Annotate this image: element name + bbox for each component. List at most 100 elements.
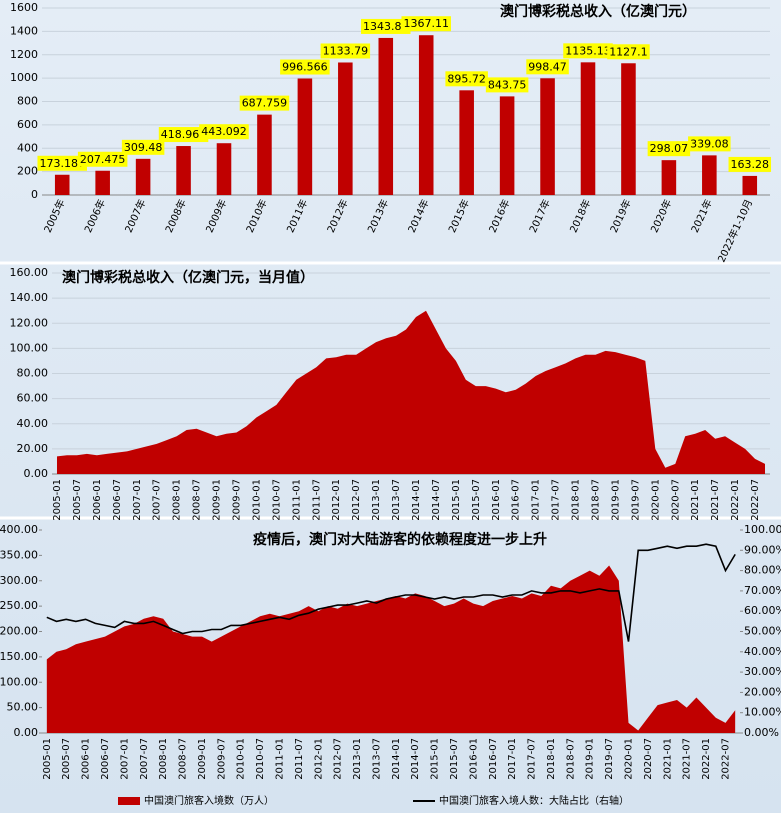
y2-tick-label: 70.00% <box>744 584 781 597</box>
x-tick-label: 2012-07 <box>333 738 344 780</box>
x-tick-label: 2005-07 <box>72 479 83 521</box>
x-tick-label: 2007-01 <box>119 738 130 780</box>
line <box>46 543 736 642</box>
data-label: 1343.81 <box>363 20 409 33</box>
x-tick-label: 2006年 <box>81 197 108 235</box>
x-tick-label: 2020-07 <box>643 738 654 780</box>
x-tick-label: 2005-01 <box>52 479 63 521</box>
bar <box>418 35 434 195</box>
data-label: 173.187 <box>39 157 85 170</box>
bar <box>702 155 717 195</box>
x-tick-label: 2016-01 <box>491 479 502 521</box>
x-tick-label: 2022-07 <box>750 479 761 521</box>
x-tick-label: 2017年 <box>526 197 553 235</box>
x-tick-label: 2007-01 <box>132 479 143 521</box>
x-tick-label: 2015-07 <box>471 479 482 521</box>
y-tick-label: 60.00 <box>17 392 49 405</box>
x-tick-label: 2019年 <box>607 197 634 235</box>
x-tick-label: 2014-07 <box>431 479 442 521</box>
y2-tick-label: 30.00% <box>744 665 781 678</box>
bar <box>621 63 636 195</box>
y-tick-label: 80.00 <box>17 367 49 380</box>
y-tick-label: 800 <box>17 95 38 108</box>
x-tick-label: 2007年 <box>122 197 149 235</box>
y-tick-label: 0.00 <box>14 726 39 739</box>
y2-tick-label: 90.00% <box>744 543 781 556</box>
x-tick-label: 2020-01 <box>624 738 635 780</box>
x-tick-label: 2015-01 <box>451 479 462 521</box>
label-bg <box>728 156 772 172</box>
label-bg <box>361 18 411 34</box>
label-bg <box>647 141 691 157</box>
x-tick-label: 2015-01 <box>430 738 441 780</box>
x-tick-label: 2019-01 <box>610 479 621 521</box>
x-tick-label: 2010年 <box>243 197 270 235</box>
y-tick-label: 150.00 <box>0 650 38 663</box>
label-bg <box>121 139 165 155</box>
x-tick-label: 2022-01 <box>701 738 712 780</box>
x-tick-label: 2017-07 <box>527 738 538 780</box>
data-label: 443.092 <box>201 125 247 138</box>
x-tick-label: 2021年 <box>688 197 715 235</box>
chart-title: 澳门博彩税总收入（亿澳门元，当月值） <box>62 269 314 286</box>
bar <box>742 175 758 195</box>
chart-title: 疫情后，澳门对大陆游客的依赖程度进一步上升 <box>253 531 547 548</box>
bar <box>580 62 596 195</box>
y-tick-label: 100.00 <box>0 675 38 688</box>
x-tick-label: 2009-07 <box>231 479 242 521</box>
area <box>56 310 766 474</box>
x-tick-label: 2018-07 <box>590 479 601 521</box>
y-tick-label: 200 <box>17 165 38 178</box>
x-tick-label: 2010-01 <box>236 738 247 780</box>
y2-tick-label: 60.00% <box>744 604 781 617</box>
x-tick-label: 2008-01 <box>158 738 169 780</box>
data-label: 996.566 <box>282 61 328 74</box>
x-tick-label: 2006-01 <box>81 738 92 780</box>
y2-tick-label: 20.00% <box>744 685 781 698</box>
x-tick-label: 2013-01 <box>352 738 363 780</box>
x-tick-label: 2011-07 <box>311 479 322 521</box>
x-tick-label: 2019-07 <box>630 479 641 521</box>
x-tick-label: 2005-01 <box>42 738 53 780</box>
data-label: 1135.13 <box>565 44 611 57</box>
x-tick-label: 2019-01 <box>585 738 596 780</box>
y-tick-label: 600 <box>17 118 38 131</box>
x-tick-label: 2011-01 <box>291 479 302 521</box>
y-tick-label: 0.00 <box>24 467 49 480</box>
x-tick-label: 2009-01 <box>197 738 208 780</box>
x-tick-label: 2021-01 <box>662 738 673 780</box>
x-tick-label: 2008-01 <box>172 479 183 521</box>
x-tick-label: 2015-07 <box>449 738 460 780</box>
x-tick-label: 2017-01 <box>531 479 542 521</box>
x-tick-label: 2021-07 <box>710 479 721 521</box>
y-tick-label: 250.00 <box>0 599 38 612</box>
x-tick-label: 2018-01 <box>546 738 557 780</box>
y-tick-label: 120.00 <box>10 316 49 329</box>
bar <box>459 90 474 195</box>
x-tick-label: 2012-01 <box>331 479 342 521</box>
x-tick-label: 2007-07 <box>139 738 150 780</box>
bar <box>499 96 515 195</box>
legend-label: 中国澳门旅客入境人数：大陆占比（右轴） <box>439 794 629 807</box>
x-tick-label: 2008-07 <box>192 479 203 521</box>
y-tick-label: 140.00 <box>10 291 49 304</box>
x-tick-label: 2021-01 <box>690 479 701 521</box>
data-label: 163.28 <box>731 158 770 171</box>
bar <box>378 37 394 196</box>
x-tick-label: 2014-01 <box>391 738 402 780</box>
data-label: 998.47 <box>528 60 567 73</box>
data-label: 418.965 <box>161 128 207 141</box>
x-tick-label: 2005-07 <box>61 738 72 780</box>
bar <box>135 158 151 195</box>
x-tick-label: 2015年 <box>445 197 472 235</box>
x-tick-label: 2016-07 <box>511 479 522 521</box>
y-tick-label: 1400 <box>10 24 38 37</box>
y2-tick-label: 0.00% <box>744 726 779 739</box>
bar <box>257 114 272 195</box>
data-label: 1367.11 <box>403 17 449 30</box>
x-tick-label: 2012年 <box>324 197 351 235</box>
bar <box>540 78 555 195</box>
y2-tick-label: 100.00% <box>744 523 781 536</box>
data-label: 843.75 <box>488 78 527 91</box>
